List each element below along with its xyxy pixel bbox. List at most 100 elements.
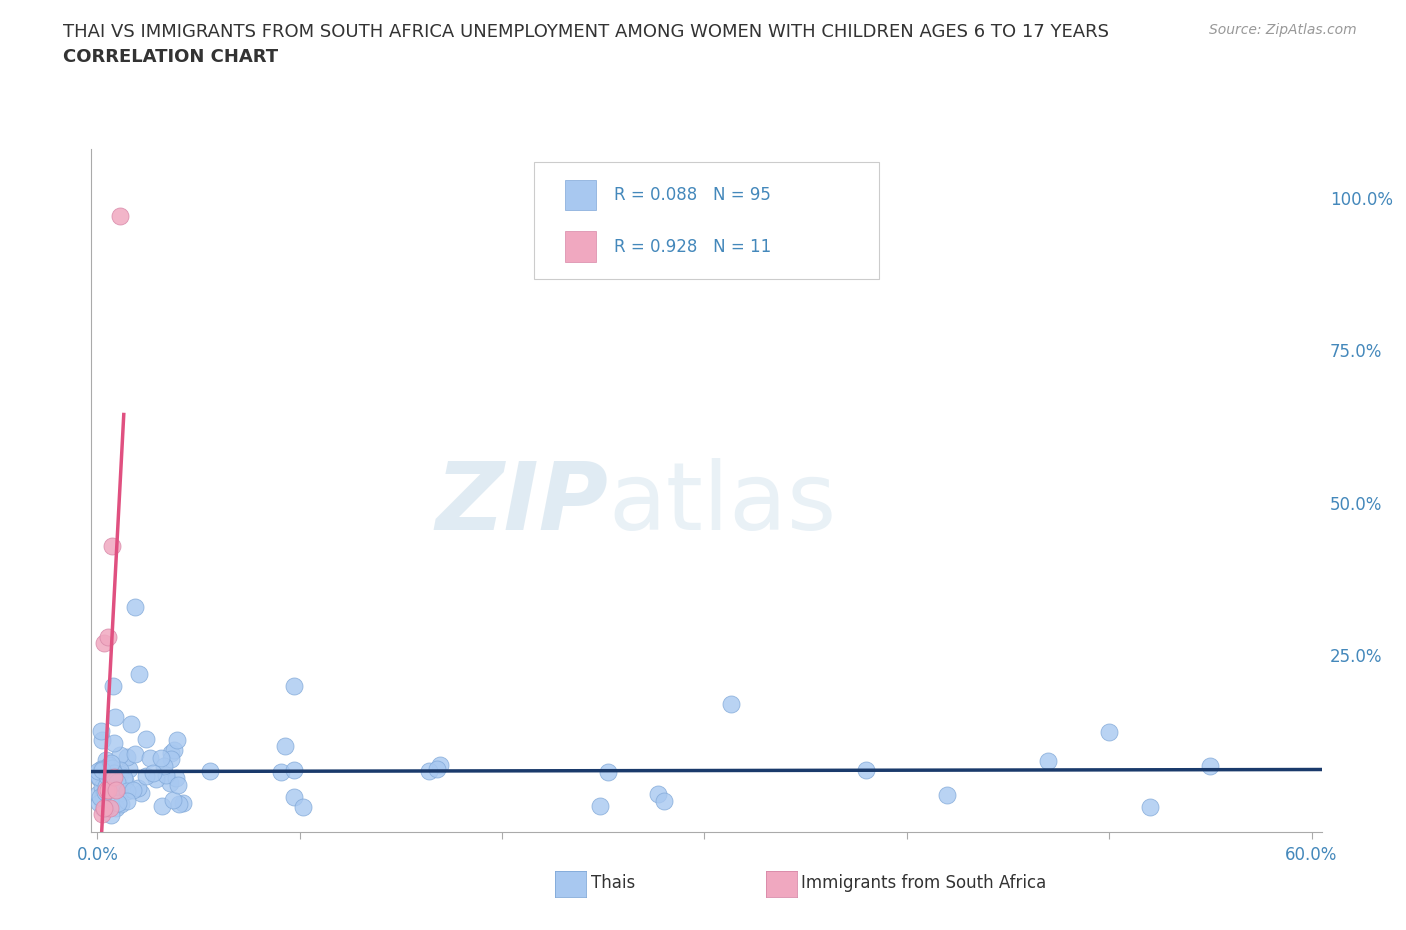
Point <box>589 799 612 814</box>
Point <box>94 801 117 816</box>
Point <box>98 801 121 816</box>
Text: Source: ZipAtlas.com: Source: ZipAtlas.com <box>1209 23 1357 37</box>
Point <box>159 746 181 761</box>
Point <box>97 630 120 644</box>
Point <box>283 789 305 804</box>
Point <box>121 782 143 797</box>
Point <box>107 796 129 811</box>
Point <box>110 797 132 812</box>
Point <box>152 799 174 814</box>
Point <box>96 778 118 793</box>
Point <box>118 761 141 776</box>
Point <box>108 763 131 777</box>
Point <box>87 771 110 786</box>
FancyBboxPatch shape <box>565 231 596 261</box>
Point <box>117 793 139 808</box>
Point <box>936 788 959 803</box>
Text: Immigrants from South Africa: Immigrants from South Africa <box>801 873 1046 892</box>
Point <box>108 779 131 794</box>
Point <box>128 666 150 681</box>
Point <box>127 780 149 795</box>
Point <box>1139 799 1161 814</box>
Point <box>90 762 112 777</box>
Point <box>108 786 131 801</box>
Point <box>167 777 190 792</box>
Point <box>283 679 305 694</box>
Point <box>274 738 297 753</box>
Point <box>108 208 131 223</box>
Point <box>159 776 181 790</box>
Point <box>1199 758 1222 773</box>
Point <box>105 775 128 790</box>
Point <box>124 747 146 762</box>
Point <box>114 774 136 789</box>
Text: R = 0.928   N = 11: R = 0.928 N = 11 <box>614 237 772 256</box>
Text: R = 0.088   N = 95: R = 0.088 N = 95 <box>614 186 770 205</box>
Point <box>169 796 191 811</box>
Point <box>93 801 115 816</box>
Point <box>87 764 110 778</box>
Point <box>115 784 138 799</box>
Point <box>100 538 122 553</box>
Point <box>96 768 118 783</box>
Point <box>162 792 184 807</box>
Point <box>647 787 669 802</box>
Point <box>166 732 188 747</box>
Point <box>596 764 619 779</box>
Point <box>91 763 114 777</box>
Point <box>97 772 120 787</box>
Point <box>142 765 165 780</box>
Point <box>291 800 314 815</box>
Point <box>101 767 124 782</box>
Point <box>103 770 125 785</box>
Point <box>163 742 186 757</box>
Point <box>117 750 139 764</box>
Point <box>87 770 110 785</box>
Point <box>426 762 449 777</box>
Point <box>1098 724 1121 739</box>
Point <box>87 786 110 801</box>
FancyBboxPatch shape <box>565 179 596 210</box>
Point <box>100 808 122 823</box>
Point <box>270 764 292 779</box>
Point <box>93 784 115 799</box>
Point <box>103 765 125 780</box>
Point <box>855 763 877 777</box>
Point <box>429 757 451 772</box>
Point <box>100 760 122 775</box>
Point <box>89 790 111 804</box>
Point <box>283 763 305 777</box>
Point <box>94 782 117 797</box>
Point <box>91 793 114 808</box>
Point <box>103 736 125 751</box>
Point <box>135 732 157 747</box>
Point <box>96 752 118 767</box>
Point <box>200 764 222 778</box>
Point <box>145 772 167 787</box>
Text: atlas: atlas <box>607 458 837 551</box>
Point <box>90 761 112 776</box>
Point <box>101 679 124 694</box>
Point <box>91 764 114 778</box>
Point <box>124 599 146 614</box>
Point <box>135 768 157 783</box>
Point <box>97 782 120 797</box>
Text: ZIP: ZIP <box>436 458 607 551</box>
Point <box>108 767 131 782</box>
Point <box>153 759 176 774</box>
Point <box>129 786 152 801</box>
Point <box>90 724 112 738</box>
Point <box>1038 754 1060 769</box>
Point <box>150 751 173 765</box>
Point <box>720 697 742 711</box>
Point <box>112 771 135 786</box>
Point <box>418 764 440 778</box>
Point <box>104 710 127 724</box>
Point <box>104 782 127 797</box>
Point <box>90 806 112 821</box>
Point <box>97 757 120 772</box>
Point <box>91 787 114 802</box>
Point <box>120 716 142 731</box>
Point <box>104 778 127 793</box>
Text: CORRELATION CHART: CORRELATION CHART <box>63 48 278 66</box>
